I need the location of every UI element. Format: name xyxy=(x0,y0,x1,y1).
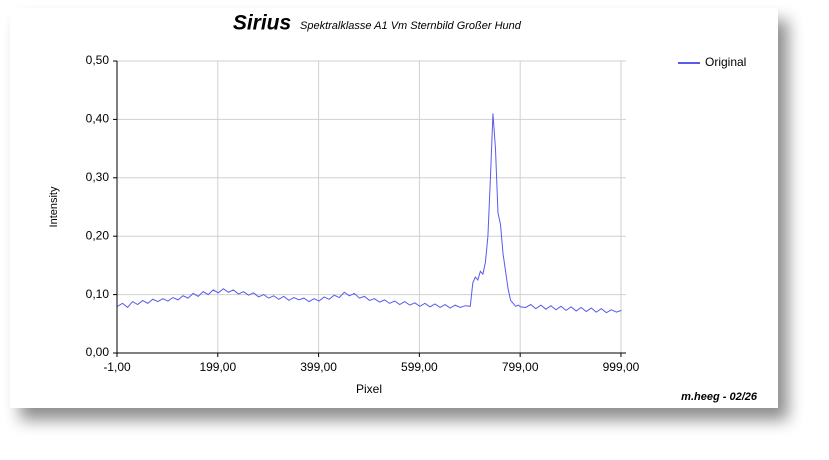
x-axis-label: Pixel xyxy=(356,382,382,396)
y-tick-label: 0,30 xyxy=(86,170,110,184)
plot-area: 0,00 0,10 0,20 0,30 0,40 0,50 -1,00 199,00 399,0… xyxy=(86,53,640,374)
y-tick-label: 0,00 xyxy=(86,345,110,359)
annotation: m.heeg - 02/26 xyxy=(681,391,758,403)
panel xyxy=(10,8,778,408)
chart-subtitle: Spektralklasse A1 Vm Sternbild Großer Hu… xyxy=(300,20,522,32)
x-tick-label: 799,00 xyxy=(502,360,539,374)
y-tick-label: 0,40 xyxy=(86,112,110,126)
x-tick-label: 199,00 xyxy=(199,360,236,374)
chart-title: Sirius xyxy=(233,12,291,35)
y-axis-label: Intensity xyxy=(48,186,60,227)
x-tick-label: -1,00 xyxy=(103,360,131,374)
x-tick-label: 599,00 xyxy=(401,360,438,374)
y-tick-label: 0,20 xyxy=(86,228,110,242)
y-tick-label: 0,10 xyxy=(86,287,110,301)
data-line xyxy=(117,113,622,314)
x-tick-label: 999,00 xyxy=(603,360,640,374)
legend-label: Original xyxy=(705,55,746,69)
y-tick-label: 0,50 xyxy=(86,53,110,67)
x-tick-label: 399,00 xyxy=(300,360,337,374)
